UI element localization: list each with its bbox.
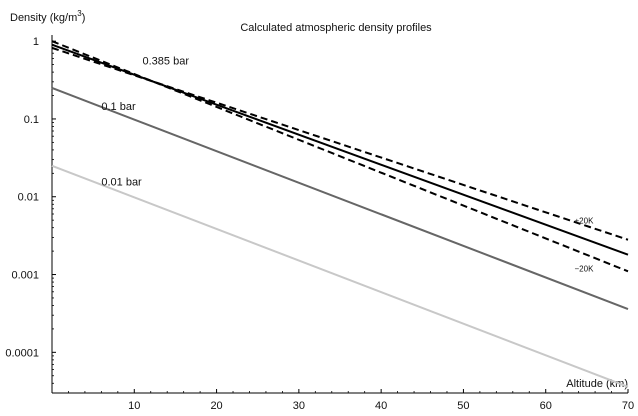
x-tick-label: 50 (457, 400, 469, 412)
x-tick-label: 40 (375, 400, 387, 412)
x-tick-label: 10 (128, 400, 140, 412)
series-label: −20K (575, 264, 595, 273)
series-label: 0.385 bar (143, 56, 190, 68)
series-line (51, 40, 629, 273)
chart-title: Calculated atmospheric density profiles (240, 22, 432, 34)
axes: 10 20 30 40 50 60 70 1 0.1 0.01 0.001 0.0001 (5, 35, 634, 412)
y-tick-label: 0.0001 (5, 347, 39, 359)
series-label: 0.1 bar (101, 101, 136, 113)
y-axis-title: Density (kg/m3) (10, 9, 85, 24)
series-group (51, 40, 629, 388)
series-line (51, 87, 629, 310)
y-tick-label: 0.01 (18, 192, 39, 204)
y-tick-label: 0.1 (24, 114, 39, 126)
x-tick-label: 20 (210, 400, 222, 412)
series-label: 0.01 bar (101, 176, 142, 188)
x-tick-label: 60 (540, 400, 552, 412)
series-label: +20K (575, 217, 595, 226)
annotation-group: 0.385 bar 0.1 bar 0.01 bar +20K −20K (101, 56, 594, 274)
y-tick-label: 1 (33, 36, 39, 48)
x-tick-label: 70 (622, 400, 634, 412)
y-tick-label: 0.001 (11, 270, 39, 282)
x-tick-label: 30 (293, 400, 305, 412)
series-line (51, 164, 629, 388)
